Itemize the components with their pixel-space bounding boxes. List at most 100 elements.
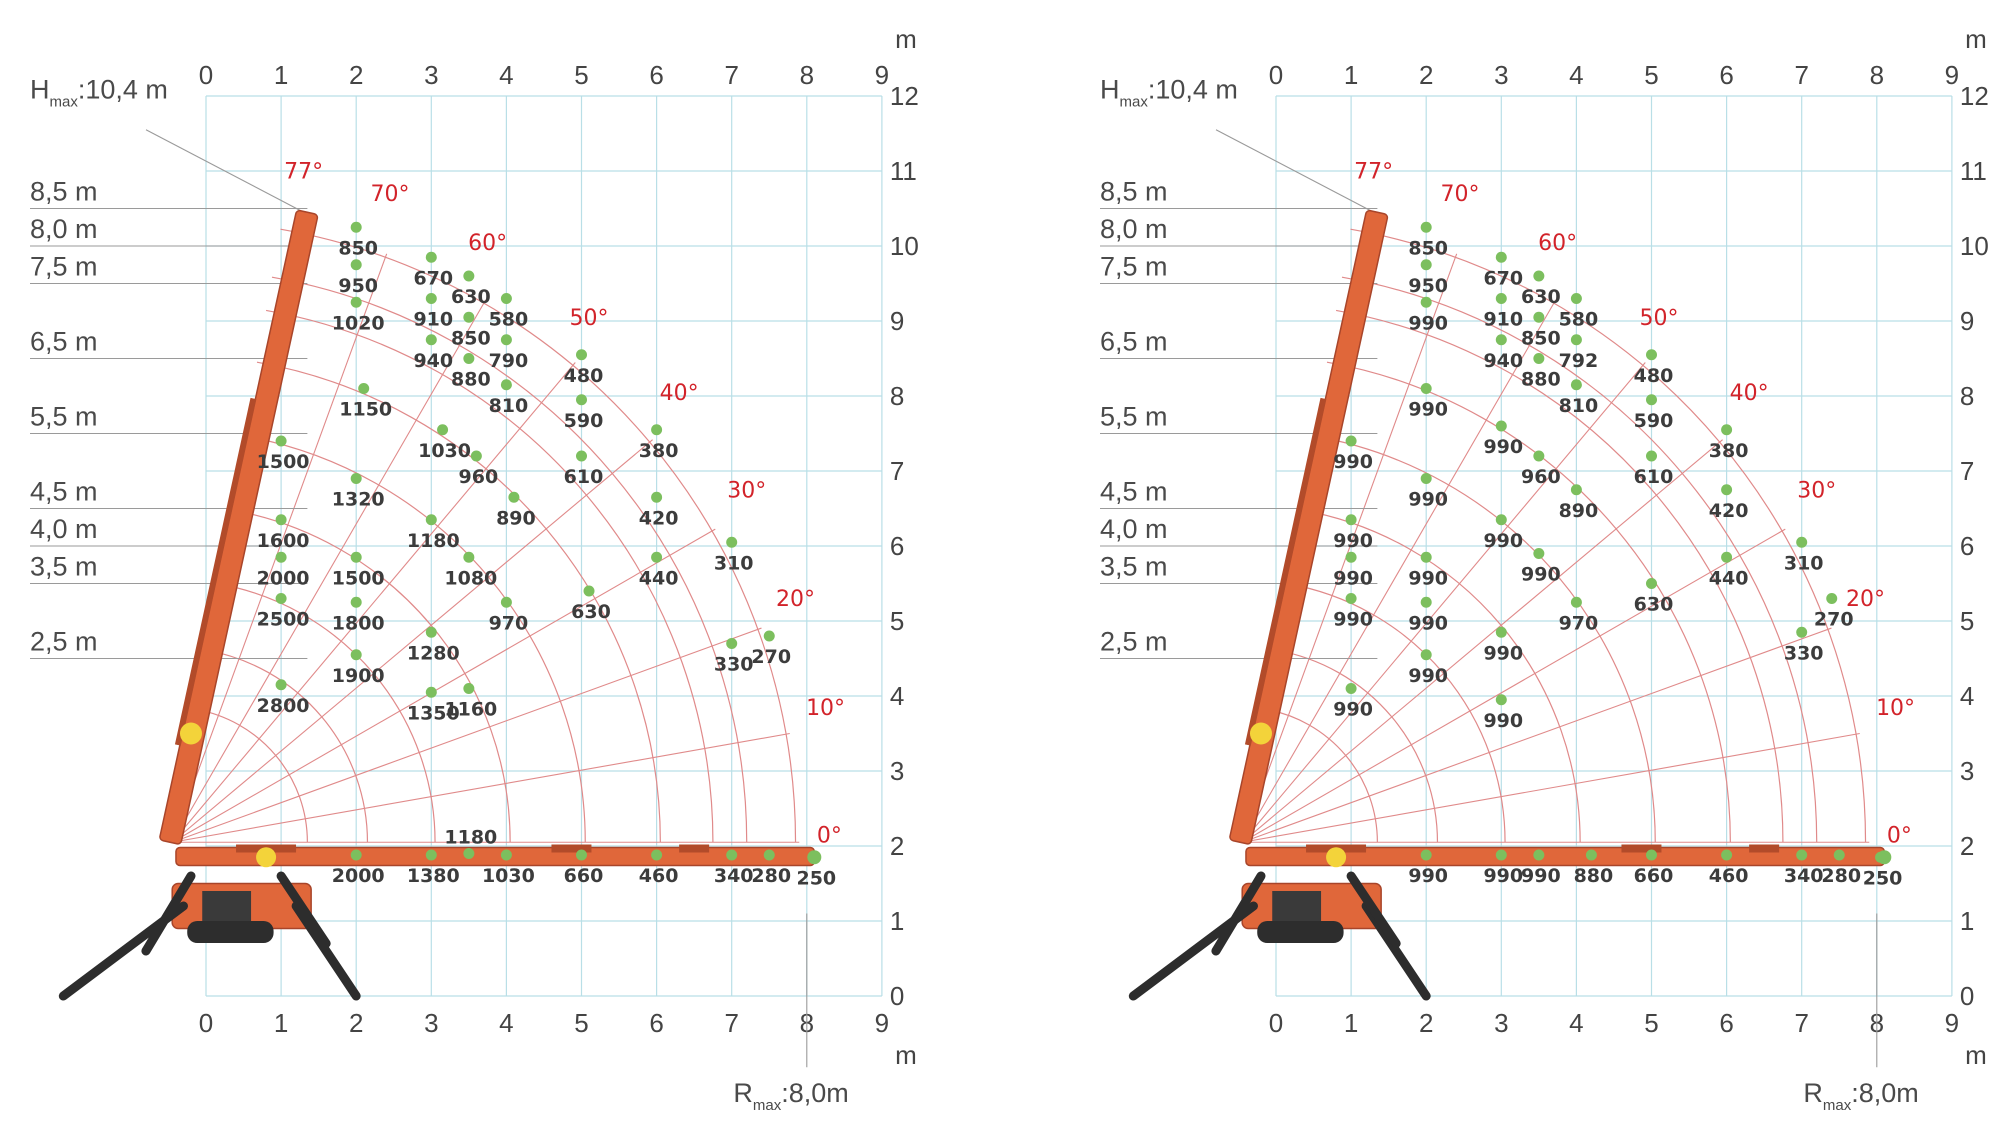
crane-illustration (58, 209, 822, 1001)
load-value-label: 1320 (332, 489, 385, 511)
load-chart-left: 001122334455667788990123456789101112mm77… (30, 24, 919, 1114)
x-tick-label-bottom: 4 (499, 1008, 513, 1038)
load-point (463, 683, 475, 694)
load-value-label: 630 (1521, 286, 1561, 308)
rmax-letter: R (733, 1078, 753, 1108)
load-value-label: 630 (571, 601, 611, 623)
load-point (500, 379, 512, 391)
load-point (463, 311, 475, 323)
load-value-label: 850 (451, 327, 491, 349)
x-tick-label-bottom: 6 (649, 1008, 663, 1038)
x-tick-label-top: 0 (199, 60, 213, 90)
load-chart-right: 001122334455667788990123456789101112mm77… (1100, 24, 1989, 1114)
load-point (726, 849, 738, 861)
load-point (1570, 334, 1582, 346)
load-value-label: 850 (1408, 237, 1448, 259)
load-value-label: 1500 (332, 567, 385, 589)
angle-ray (171, 253, 388, 843)
y-tick-label: 10 (1960, 231, 1989, 261)
load-point (1796, 536, 1808, 548)
rmax-label: Rmax:8,0m (1803, 1078, 1918, 1114)
x-tick-label-top: 1 (1344, 60, 1358, 90)
load-value-label: 660 (564, 865, 604, 887)
load-point (1570, 379, 1582, 391)
load-value-label: 950 (1408, 275, 1448, 297)
x-tick-label-top: 2 (1419, 60, 1433, 90)
winch-icon (1326, 847, 1347, 868)
load-point (1533, 450, 1545, 462)
height-label: 3,5 m (30, 552, 98, 582)
angle-label: 20° (1846, 587, 1885, 612)
load-value-label: 340 (714, 865, 754, 887)
load-point (1495, 420, 1507, 432)
angle-ray (171, 528, 716, 843)
height-label: 3,5 m (1100, 552, 1168, 582)
load-value-label: 580 (489, 309, 529, 331)
rmax-letter: R (1803, 1078, 1823, 1108)
hmax-value: :10,4 m (78, 74, 168, 104)
y-tick-label: 11 (890, 156, 917, 186)
x-tick-label-bottom: 2 (1419, 1008, 1433, 1038)
winch-icon (256, 847, 277, 868)
load-point (1495, 514, 1507, 526)
height-label: 8,5 m (1100, 177, 1168, 207)
crane-tracks (187, 921, 274, 943)
load-value-label: 670 (413, 267, 453, 289)
load-point (350, 551, 362, 563)
load-value-label: 990 (1483, 642, 1523, 664)
load-point (425, 334, 437, 346)
angle-ray (172, 732, 790, 843)
load-point (1420, 473, 1432, 484)
hmax-subscript: max (50, 93, 79, 110)
load-value-label: 1180 (444, 827, 497, 849)
crane-engine (202, 891, 252, 921)
hmax-letter: H (30, 74, 50, 104)
load-value-label: 990 (1408, 489, 1448, 511)
load-value-label: 280 (751, 865, 791, 887)
angle-label: 50° (570, 306, 609, 331)
angle-ray (172, 627, 762, 843)
angle-label: 0° (1887, 823, 1912, 848)
hmax-label: Hmax:10,4 m (1100, 74, 1238, 110)
load-value-label: 880 (451, 369, 491, 391)
load-value-label: 1180 (407, 530, 460, 552)
load-point (1533, 353, 1545, 364)
load-value-label: 1020 (332, 312, 385, 334)
load-value-label: 890 (1559, 500, 1599, 522)
load-point (1533, 548, 1545, 559)
load-point (1420, 551, 1432, 563)
load-value-label: 990 (1483, 436, 1523, 458)
load-point (1646, 349, 1657, 361)
load-value-label: 910 (413, 309, 453, 331)
load-point (350, 221, 362, 233)
load-value-label: 310 (1784, 552, 1824, 574)
y-tick-label: 4 (1960, 681, 1974, 711)
height-label: 6,5 m (30, 327, 98, 357)
load-point (1796, 849, 1808, 861)
load-value-label: 2000 (332, 865, 385, 887)
load-point (1420, 259, 1432, 271)
load-value-label: 970 (489, 612, 529, 634)
angle-ray (1241, 362, 1646, 843)
load-value-label: 990 (1408, 312, 1448, 334)
load-value-label: 630 (1634, 594, 1674, 616)
x-tick-label-top: 1 (274, 60, 288, 90)
load-point (1721, 551, 1733, 563)
load-value-label: 850 (1521, 327, 1561, 349)
load-point (1646, 450, 1657, 462)
load-value-label: 610 (1634, 466, 1674, 488)
load-value-label: 792 (1559, 350, 1599, 372)
load-point (1495, 334, 1507, 346)
crane-tracks (1257, 921, 1344, 943)
load-value-label: 420 (639, 507, 679, 529)
angle-ray (171, 439, 653, 843)
load-value-label: 990 (1408, 665, 1448, 687)
load-value-label: 2500 (257, 609, 310, 631)
y-tick-label: 11 (1960, 156, 1987, 186)
boom-bracket (551, 844, 592, 853)
x-tick-label-top: 5 (574, 60, 588, 90)
tilted-boom (1229, 209, 1389, 845)
load-point (1495, 694, 1507, 706)
y-tick-label: 0 (1960, 981, 1974, 1011)
